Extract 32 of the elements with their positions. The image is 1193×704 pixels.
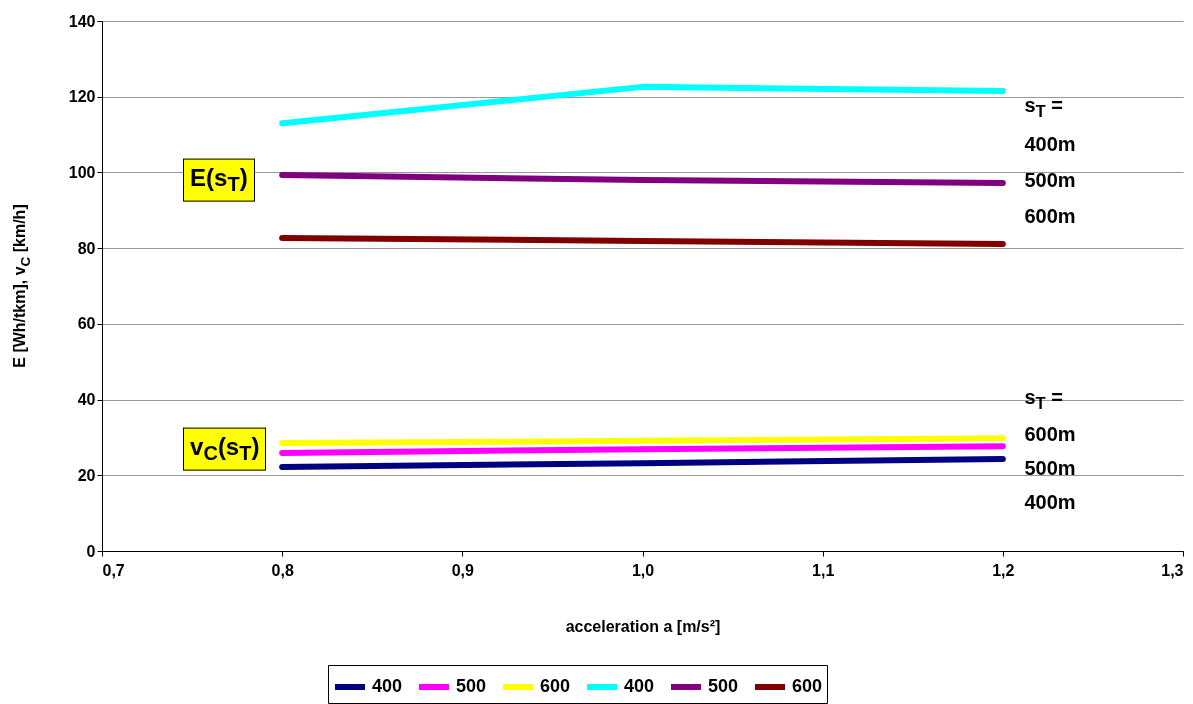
y-tick-label: 140 bbox=[68, 12, 96, 30]
annotation: 600m bbox=[1024, 204, 1076, 227]
x-tick-label: 1,0 bbox=[631, 561, 655, 579]
annotation: 500m bbox=[1024, 456, 1076, 479]
annotation: 400m bbox=[1024, 133, 1076, 156]
y-tick-label: 80 bbox=[77, 239, 96, 257]
annotation: 400m bbox=[1024, 490, 1076, 513]
annotation: 500m bbox=[1024, 169, 1076, 191]
x-tick-label: 0,8 bbox=[271, 561, 294, 579]
legend-label: 500 bbox=[708, 676, 739, 696]
annotation: E(s$_{T}$) bbox=[183, 158, 255, 202]
legend-label: 500 bbox=[456, 676, 487, 696]
annotation: s$_{T}$ = bbox=[1024, 94, 1064, 122]
y-tick-label: 40 bbox=[77, 391, 96, 409]
y-tick-label: 120 bbox=[68, 88, 96, 106]
x-tick-label: 1,1 bbox=[812, 561, 835, 579]
x-axis-title: acceleration a [m/s²] bbox=[565, 617, 721, 635]
legend-label: 600 bbox=[792, 676, 823, 696]
y-tick-label: 60 bbox=[77, 315, 96, 333]
y-tick-label: 0 bbox=[86, 542, 96, 560]
annotation: 600m bbox=[1024, 422, 1076, 445]
legend-label: 400 bbox=[624, 676, 655, 696]
annotation: v$_{C}$(s$_{T}$) bbox=[183, 427, 267, 471]
annotation: s$_{T}$ = bbox=[1024, 385, 1064, 413]
legend-label: 600 bbox=[540, 676, 571, 696]
y-tick-label: 20 bbox=[77, 466, 96, 484]
x-tick-label: 1,3 bbox=[1161, 561, 1184, 579]
legend-label: 400 bbox=[372, 676, 403, 696]
x-tick-label: 0,7 bbox=[102, 561, 125, 579]
x-tick-label: 0,9 bbox=[451, 561, 475, 579]
x-tick-label: 1,2 bbox=[992, 561, 1015, 579]
y-tick-label: 100 bbox=[68, 163, 96, 181]
